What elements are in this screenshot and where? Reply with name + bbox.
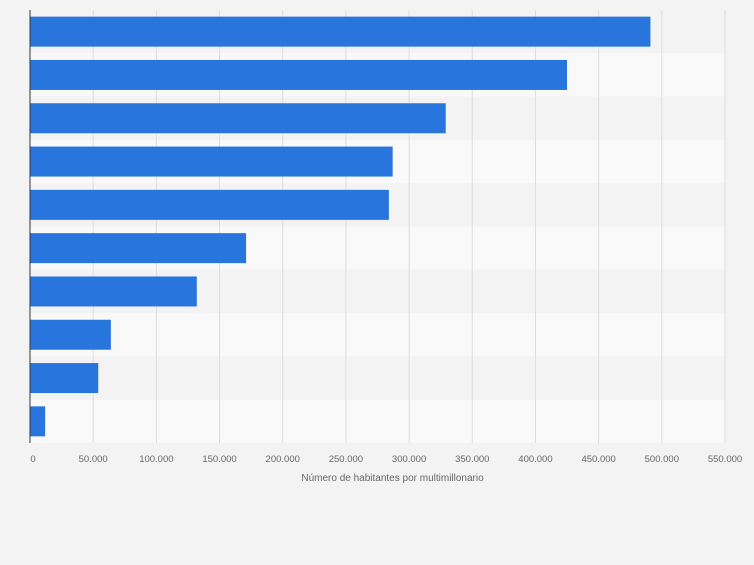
bar xyxy=(30,189,389,220)
x-tick-label: 0 xyxy=(30,454,35,465)
x-tick-label: 150.000 xyxy=(202,454,236,465)
row-band xyxy=(30,399,725,443)
bar xyxy=(30,233,247,264)
bar xyxy=(30,363,99,394)
x-tick-label: 50.000 xyxy=(79,454,108,465)
bars xyxy=(30,16,651,437)
row-band xyxy=(30,356,725,400)
bar xyxy=(30,103,446,134)
x-tick-label: 450.000 xyxy=(581,454,615,465)
x-tick-label: 500.000 xyxy=(645,454,679,465)
bar xyxy=(30,319,111,350)
x-tick-label: 100.000 xyxy=(139,454,173,465)
bar xyxy=(30,406,46,437)
x-tick-label: 350.000 xyxy=(455,454,489,465)
x-tick-label: 250.000 xyxy=(329,454,363,465)
x-axis-ticks: 0 50.000 100.000 150.000 200.000 250.000 300.0… xyxy=(30,454,742,465)
bar xyxy=(30,146,393,177)
x-tick-label: 400.000 xyxy=(518,454,552,465)
bar xyxy=(30,276,197,307)
x-tick-label: 550.000 xyxy=(708,454,742,465)
x-tick-label: 200.000 xyxy=(266,454,300,465)
row-band xyxy=(30,313,725,357)
bar xyxy=(30,59,568,90)
x-tick-label: 300.000 xyxy=(392,454,426,465)
x-axis-label: Número de habitantes por multimillonario xyxy=(301,473,484,484)
bar xyxy=(30,16,651,47)
